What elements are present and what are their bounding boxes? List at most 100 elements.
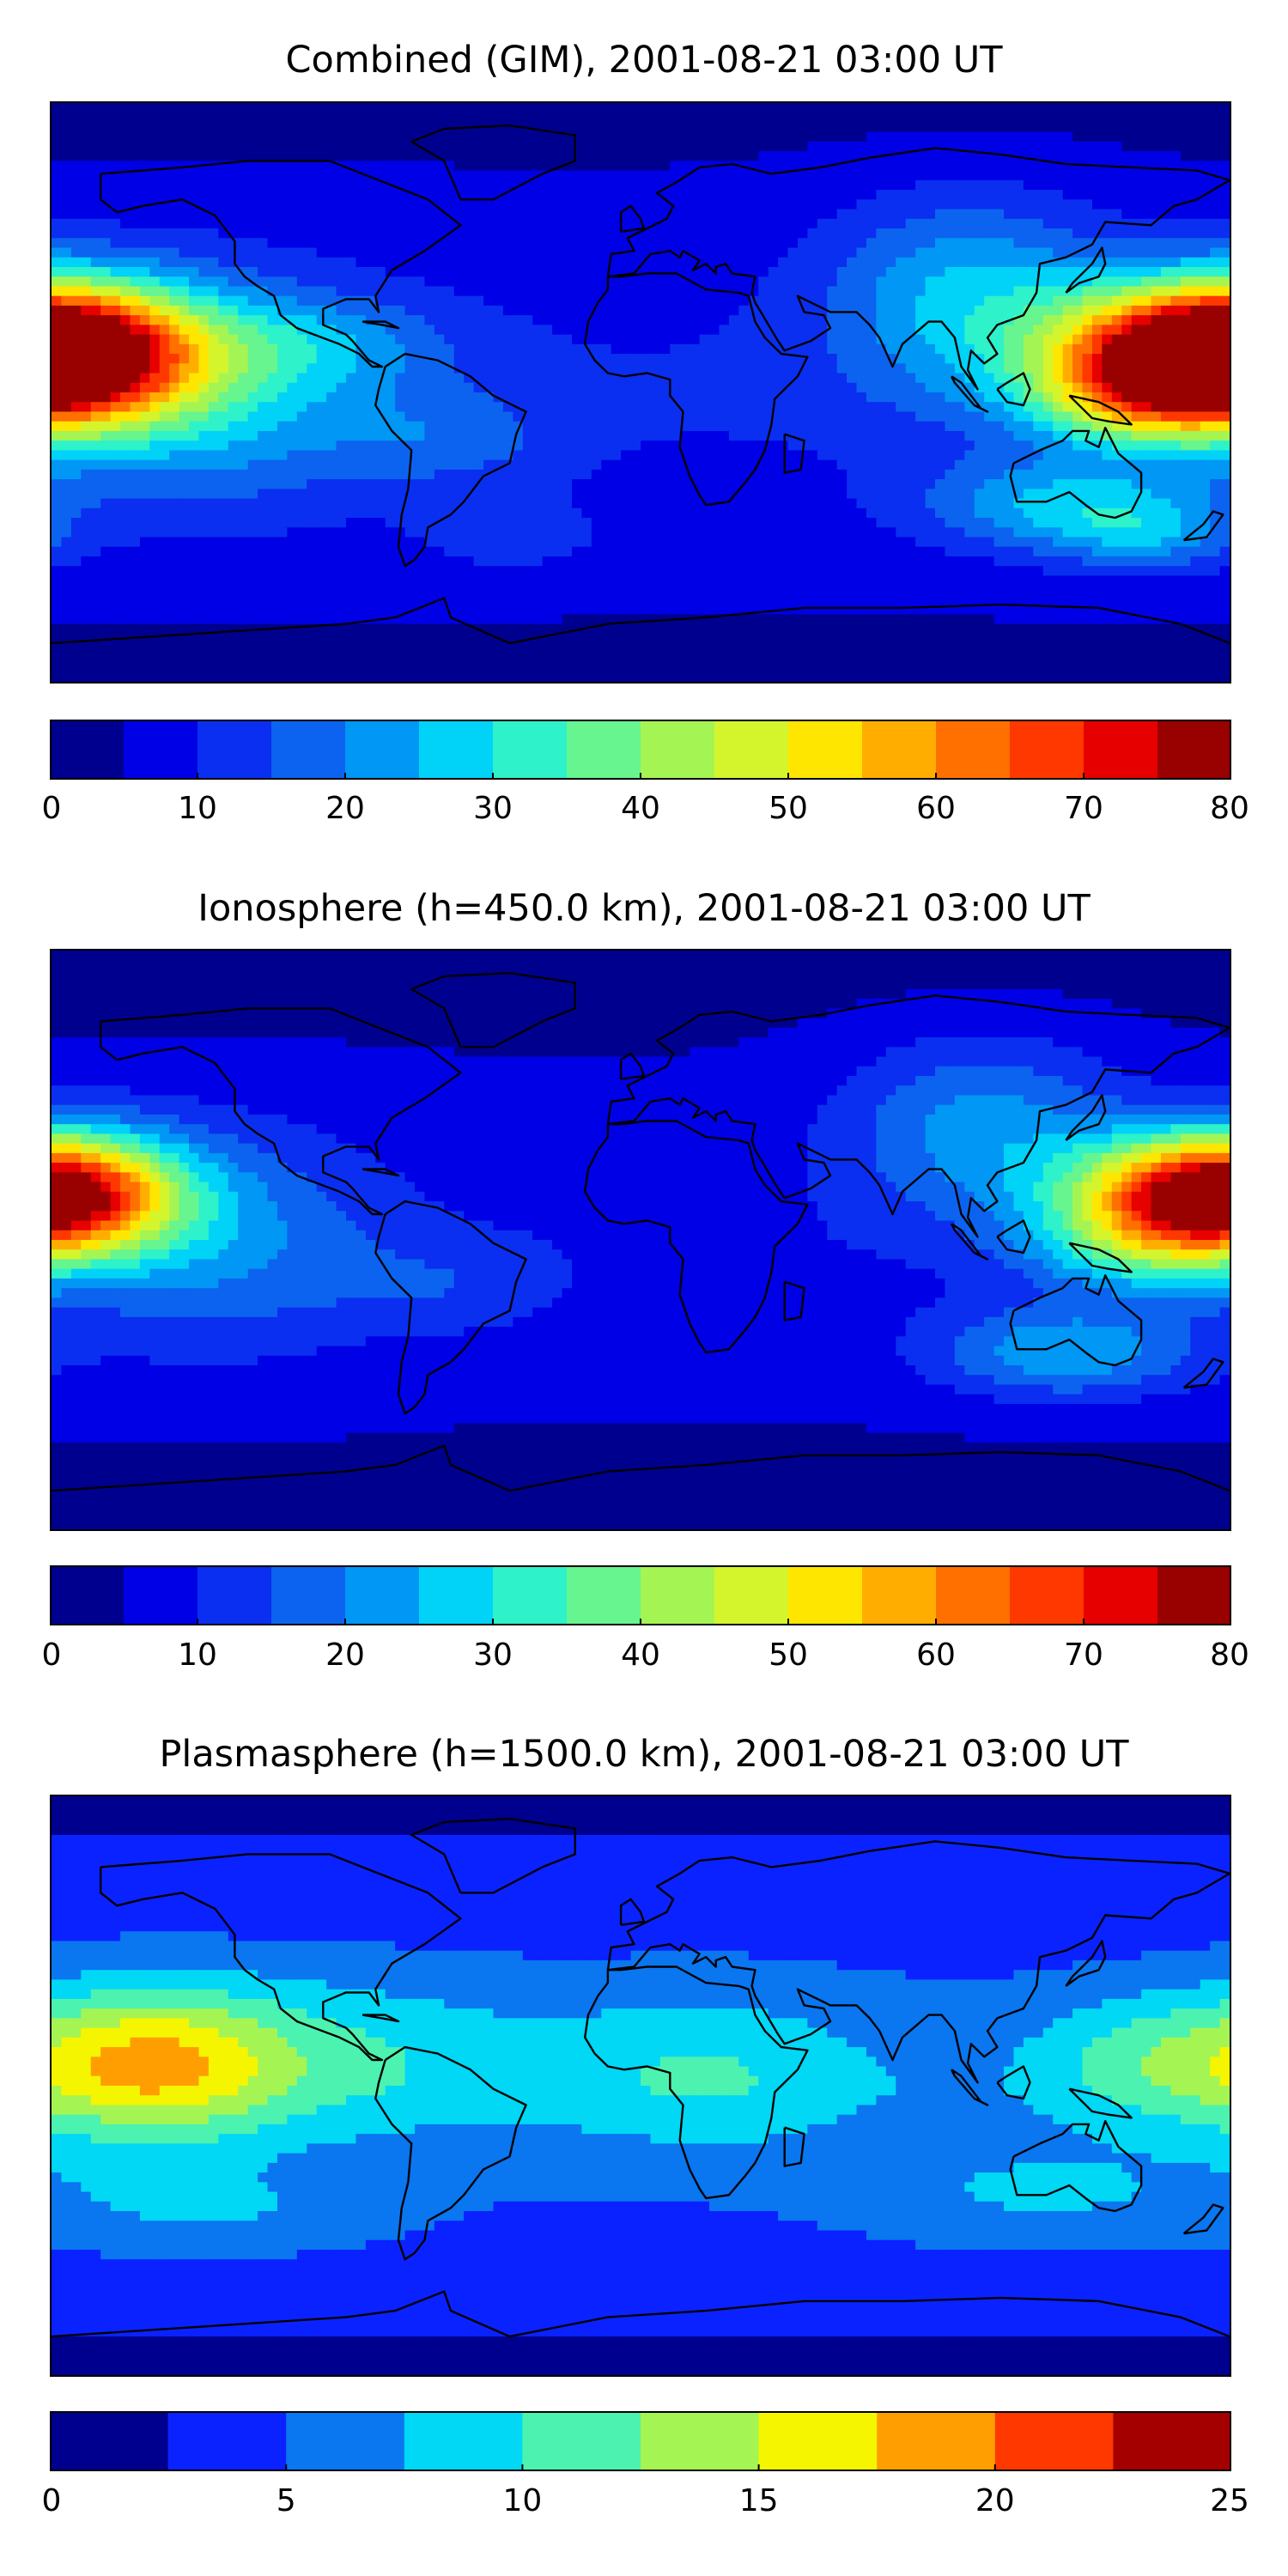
field-cell xyxy=(130,334,141,345)
field-cell xyxy=(1062,295,1073,307)
field-cell xyxy=(1091,266,1103,277)
field-cell xyxy=(149,354,161,364)
field-cell xyxy=(346,151,357,161)
field-cell xyxy=(61,334,72,345)
field-cell xyxy=(1121,421,1133,432)
field-cell xyxy=(276,440,288,451)
field-cell xyxy=(258,498,269,509)
field-cell xyxy=(70,440,82,451)
field-cell xyxy=(90,450,101,461)
field-cell xyxy=(954,373,965,384)
field-cell xyxy=(1219,440,1230,451)
field-cell xyxy=(885,228,896,239)
field-cell xyxy=(847,161,858,172)
field-cell xyxy=(81,179,92,191)
field-cell xyxy=(1072,489,1084,500)
field-cell xyxy=(513,421,524,432)
field-cell xyxy=(110,218,121,229)
field-cell xyxy=(464,382,475,393)
field-cell xyxy=(1190,286,1201,297)
field-cell xyxy=(218,325,229,336)
field-cell xyxy=(228,286,239,297)
field-cell xyxy=(659,315,671,325)
field-cell xyxy=(856,334,867,345)
field-cell xyxy=(453,421,465,432)
field-cell xyxy=(218,190,229,200)
field-cell xyxy=(110,411,121,422)
field-cell xyxy=(149,266,161,277)
field-cell xyxy=(659,392,671,403)
field-cell xyxy=(778,305,789,316)
field-cell xyxy=(208,276,219,288)
field-cell xyxy=(1121,459,1133,471)
field-cell xyxy=(1004,141,1015,152)
field-cell xyxy=(571,103,582,113)
field-cell xyxy=(130,209,141,220)
field-cell xyxy=(542,103,553,113)
field-cell xyxy=(856,131,867,143)
field-cell xyxy=(365,305,376,316)
field-cell xyxy=(728,430,739,441)
field-cell xyxy=(778,459,789,471)
field-cell xyxy=(424,295,435,307)
field-cell xyxy=(974,199,985,210)
field-cell xyxy=(935,402,946,413)
field-cell xyxy=(218,382,229,393)
field-cell xyxy=(1111,141,1122,152)
field-cell xyxy=(258,161,269,172)
field-cell xyxy=(827,459,838,471)
field-cell xyxy=(1042,459,1054,471)
field-cell xyxy=(915,266,927,277)
field-cell xyxy=(827,257,838,268)
field-cell xyxy=(905,228,916,239)
field-cell xyxy=(807,459,818,471)
field-cell xyxy=(670,498,681,509)
field-cell xyxy=(571,402,582,413)
field-cell xyxy=(591,131,602,143)
field-cell xyxy=(139,315,150,325)
field-cell xyxy=(679,122,690,133)
field-cell xyxy=(856,354,867,364)
field-cell xyxy=(316,459,327,471)
field-cell xyxy=(847,218,858,229)
field-cell xyxy=(650,295,661,307)
field-cell xyxy=(522,325,533,336)
field-cell xyxy=(287,469,298,480)
field-cell xyxy=(395,238,406,249)
field-cell xyxy=(738,373,750,384)
field-cell xyxy=(424,112,435,124)
field-cell xyxy=(630,489,641,500)
field-cell xyxy=(885,257,896,268)
field-cell xyxy=(641,218,652,229)
field-cell xyxy=(336,325,347,336)
field-cell xyxy=(130,218,141,229)
field-cell xyxy=(208,479,219,489)
field-cell xyxy=(847,430,858,441)
field-cell xyxy=(896,141,907,152)
field-cell xyxy=(1170,295,1182,307)
field-cell xyxy=(1160,305,1171,316)
field-cell xyxy=(355,151,367,161)
field-cell xyxy=(630,354,641,364)
field-cell xyxy=(630,199,641,210)
field-cell xyxy=(169,325,180,336)
field-cell xyxy=(1180,382,1191,393)
field-cell xyxy=(659,295,671,307)
field-cell xyxy=(1111,325,1122,336)
field-cell xyxy=(562,238,573,249)
field-cell xyxy=(993,218,1005,229)
field-cell xyxy=(287,373,298,384)
field-cell xyxy=(61,459,72,471)
field-cell xyxy=(532,450,544,461)
field-cell xyxy=(375,141,386,152)
field-cell xyxy=(1053,402,1064,413)
field-cell xyxy=(1200,151,1211,161)
field-cell xyxy=(189,257,200,268)
field-cell xyxy=(552,131,563,143)
field-cell xyxy=(444,131,455,143)
field-cell xyxy=(885,161,896,172)
field-cell xyxy=(307,430,318,441)
field-cell xyxy=(758,276,769,288)
field-cell xyxy=(434,459,445,471)
field-cell xyxy=(1190,179,1201,191)
